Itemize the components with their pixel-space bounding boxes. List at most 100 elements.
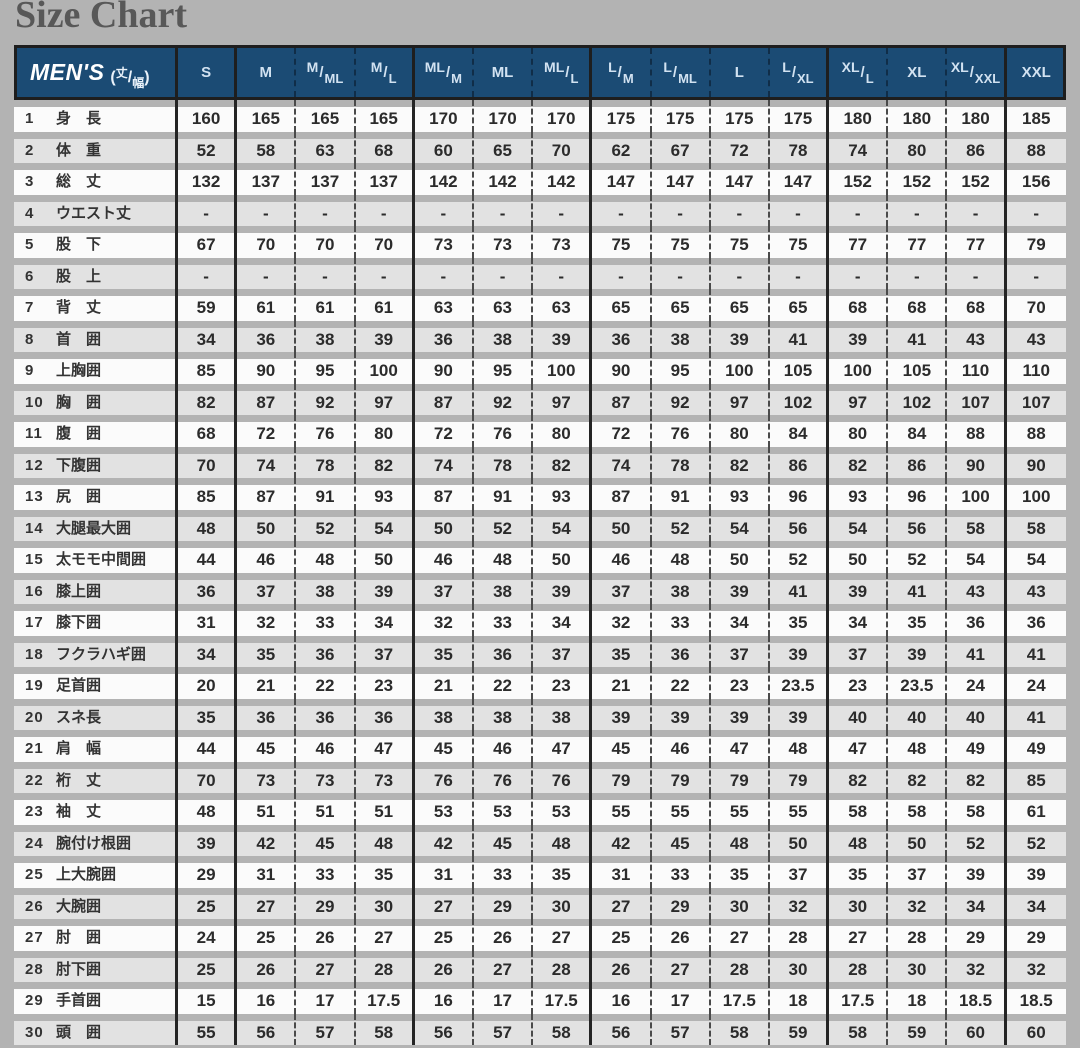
- value-row6-s: -: [178, 257, 238, 289]
- value-row18-l-xl: 39: [769, 635, 830, 667]
- value-row2-ml-l: 70: [533, 131, 593, 163]
- value-row26-ml-m: 27: [414, 887, 474, 919]
- value-row30-l: 58: [710, 1013, 770, 1045]
- value-row6-l-m: -: [592, 257, 652, 289]
- value-row1-m-l: 165: [355, 100, 415, 132]
- value-row2-xl-xxl: 86: [947, 131, 1007, 163]
- value-row8-ml-m: 36: [414, 320, 474, 352]
- value-row23-l: 55: [710, 793, 770, 825]
- header-left-edge: [14, 48, 17, 97]
- value-row16-l: 39: [710, 572, 770, 604]
- value-row28-m: 26: [237, 950, 297, 982]
- value-row2-m-l: 68: [355, 131, 415, 163]
- value-row14-l: 54: [710, 509, 770, 541]
- value-row4-l-ml: -: [651, 194, 711, 226]
- value-row11-ml: 76: [473, 415, 534, 447]
- value-row18-m-ml: 36: [296, 635, 356, 667]
- value-row22-ml-m: 76: [414, 761, 474, 793]
- value-row17-m-ml: 33: [296, 604, 356, 636]
- value-row15-l-xl: 52: [769, 541, 830, 573]
- value-row19-xxl: 24: [1006, 667, 1066, 699]
- value-row11-l-m: 72: [592, 415, 652, 447]
- value-row26-l-xl: 32: [769, 887, 830, 919]
- value-row29-xl-l: 17.5: [829, 982, 889, 1014]
- value-row8-m-ml: 38: [296, 320, 356, 352]
- value-row27-ml-l: 27: [533, 919, 593, 951]
- value-row3-l: 147: [710, 163, 770, 195]
- mens-label: MEN'S: [30, 59, 105, 85]
- value-row12-xl: 86: [888, 446, 948, 478]
- value-row25-l-ml: 33: [651, 856, 711, 888]
- value-row4-xl: -: [888, 194, 948, 226]
- value-row30-xl-xxl: 60: [947, 1013, 1007, 1045]
- value-row25-ml-l: 35: [533, 856, 593, 888]
- value-row28-ml-m: 26: [414, 950, 474, 982]
- value-row8-s: 34: [178, 320, 238, 352]
- value-row9-xl: 105: [888, 352, 948, 384]
- value-row20-m-l: 36: [355, 698, 415, 730]
- value-row2-xl: 80: [888, 131, 948, 163]
- value-row28-l-ml: 27: [651, 950, 711, 982]
- value-row11-xxl: 88: [1006, 415, 1066, 447]
- value-row3-l-m: 147: [592, 163, 652, 195]
- value-row5-s: 67: [178, 226, 238, 258]
- value-row8-m-l: 39: [355, 320, 415, 352]
- value-row24-m: 42: [237, 824, 297, 856]
- row-label-4: 4 ウエスト丈: [14, 194, 178, 226]
- value-row16-l-ml: 38: [651, 572, 711, 604]
- value-row4-l: -: [710, 194, 770, 226]
- value-row6-m-ml: -: [296, 257, 356, 289]
- row-label-10: 10 胸 囲: [14, 383, 178, 415]
- size-header-m-l: M / L: [356, 48, 415, 97]
- value-row12-l: 82: [710, 446, 770, 478]
- value-row18-l-ml: 36: [651, 635, 711, 667]
- value-row1-ml-m: 170: [414, 100, 474, 132]
- value-row23-l-m: 55: [592, 793, 652, 825]
- value-row21-ml-m: 45: [414, 730, 474, 762]
- value-row22-xl: 82: [888, 761, 948, 793]
- value-row20-l: 39: [710, 698, 770, 730]
- value-row7-xl: 68: [888, 289, 948, 321]
- value-row3-s: 132: [178, 163, 238, 195]
- row-label-30: 30 頭 囲: [14, 1013, 178, 1045]
- value-row27-l-ml: 26: [651, 919, 711, 951]
- value-row24-ml-l: 48: [533, 824, 593, 856]
- value-row27-s: 24: [178, 919, 238, 951]
- value-row12-l-ml: 78: [651, 446, 711, 478]
- value-row27-xl: 28: [888, 919, 948, 951]
- value-row11-ml-m: 72: [414, 415, 474, 447]
- value-row30-xl-l: 58: [829, 1013, 889, 1045]
- value-row24-ml-m: 42: [414, 824, 474, 856]
- value-row16-m: 37: [237, 572, 297, 604]
- value-row30-s: 55: [178, 1013, 238, 1045]
- value-row9-l: 100: [710, 352, 770, 384]
- value-row14-l-xl: 56: [769, 509, 830, 541]
- value-row30-ml: 57: [473, 1013, 534, 1045]
- size-header-l: L: [711, 48, 770, 97]
- value-row18-m: 35: [237, 635, 297, 667]
- value-row20-xl-l: 40: [829, 698, 889, 730]
- value-row14-xl-l: 54: [829, 509, 889, 541]
- value-row22-l: 79: [710, 761, 770, 793]
- value-row14-ml-m: 50: [414, 509, 474, 541]
- value-row13-s: 85: [178, 478, 238, 510]
- value-row12-m: 74: [237, 446, 297, 478]
- value-row22-l-ml: 79: [651, 761, 711, 793]
- value-row19-ml-m: 21: [414, 667, 474, 699]
- value-row16-xl: 41: [888, 572, 948, 604]
- value-row26-l: 30: [710, 887, 770, 919]
- value-row5-l-ml: 75: [651, 226, 711, 258]
- row-label-24: 24 腕付け根囲: [14, 824, 178, 856]
- value-row13-l-xl: 96: [769, 478, 830, 510]
- value-row30-l-xl: 59: [769, 1013, 830, 1045]
- value-row30-xl: 59: [888, 1013, 948, 1045]
- value-row12-ml-l: 82: [533, 446, 593, 478]
- value-row1-xxl: 185: [1006, 100, 1066, 132]
- size-header-s: S: [178, 48, 238, 97]
- value-row10-ml: 92: [473, 383, 534, 415]
- value-row21-m-l: 47: [355, 730, 415, 762]
- value-row11-m-l: 80: [355, 415, 415, 447]
- value-row26-m-ml: 29: [296, 887, 356, 919]
